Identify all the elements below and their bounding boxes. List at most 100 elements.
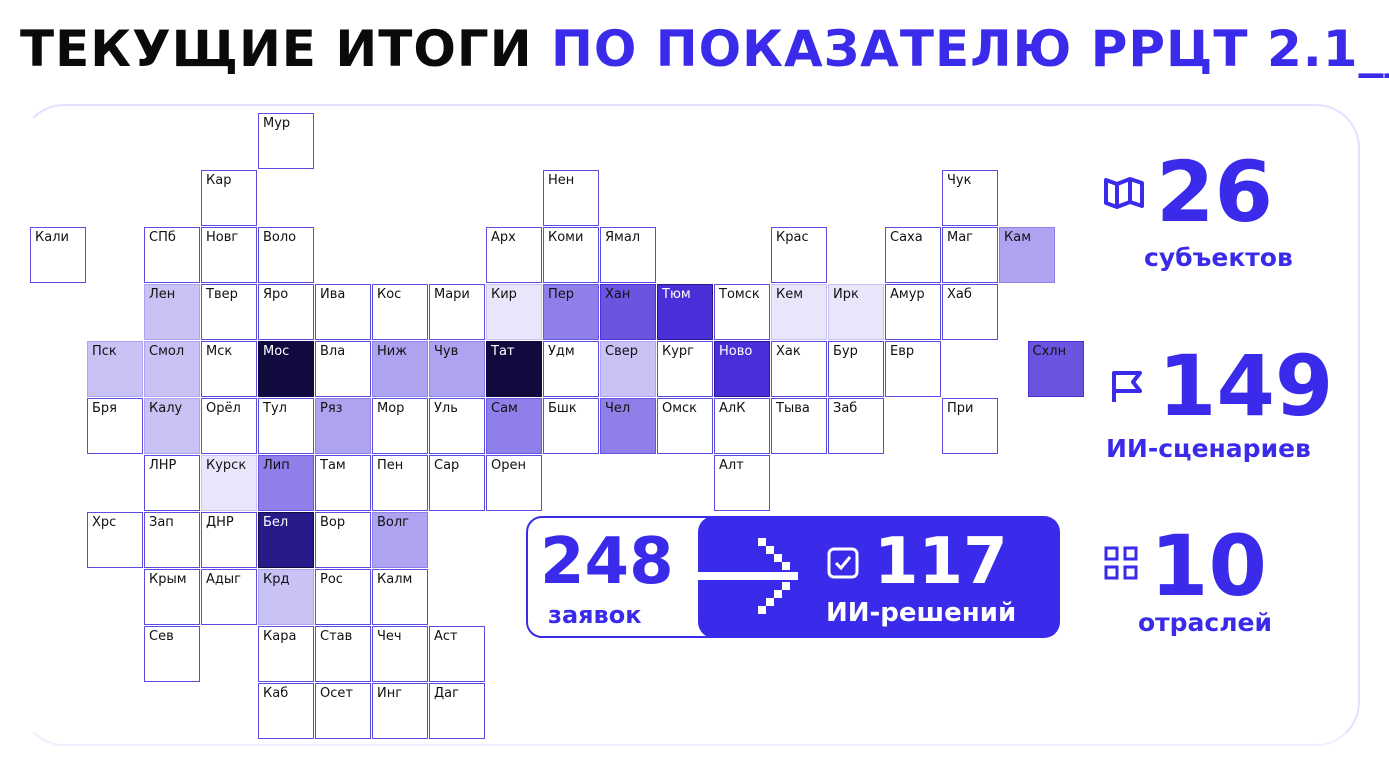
- region-label: Осет: [320, 686, 353, 701]
- industries-value: 10: [1150, 517, 1267, 615]
- region-tile: Рос: [315, 569, 371, 625]
- region-label: Коми: [548, 230, 584, 245]
- region-tile: Тыва: [771, 398, 827, 454]
- region-tile: Орёл: [201, 398, 257, 454]
- region-label: Пен: [377, 458, 404, 473]
- region-label: Ямал: [605, 230, 641, 245]
- flag-icon: [1112, 371, 1142, 402]
- region-tile: Уль: [429, 398, 485, 454]
- region-label: Мари: [434, 287, 470, 302]
- region-label: Заб: [833, 401, 858, 416]
- region-label: Инг: [377, 686, 403, 701]
- region-tile: Крас: [771, 227, 827, 283]
- region-tile: Бшк: [543, 398, 599, 454]
- region-label: Крд: [263, 572, 290, 587]
- region-tile: Хак: [771, 341, 827, 397]
- region-label: Пск: [92, 344, 117, 359]
- region-tile: Хаб: [942, 284, 998, 340]
- region-tile: Смол: [144, 341, 200, 397]
- region-label: Вла: [320, 344, 346, 359]
- region-tile: Кем: [771, 284, 827, 340]
- region-label: Уль: [434, 401, 458, 416]
- region-tile: Сев: [144, 626, 200, 682]
- region-tile: Пск: [87, 341, 143, 397]
- region-tile: Бур: [828, 341, 884, 397]
- region-label: Пер: [548, 287, 575, 302]
- region-label: Бел: [263, 515, 289, 530]
- region-label: Алт: [719, 458, 744, 473]
- region-tile: Курск: [201, 455, 257, 511]
- region-label: Тат: [491, 344, 515, 359]
- region-label: АлК: [719, 401, 746, 416]
- region-tile: Хан: [600, 284, 656, 340]
- region-label: Чел: [605, 401, 631, 416]
- region-tile: Схлн: [1027, 341, 1084, 397]
- region-label: Твер: [206, 287, 238, 302]
- region-label: Бшк: [548, 401, 577, 416]
- region-tile: Тат: [486, 341, 542, 397]
- region-tile: Амур: [885, 284, 941, 340]
- region-label: Ниж: [377, 344, 407, 359]
- region-label: СПб: [149, 230, 176, 245]
- region-tile: Ирк: [828, 284, 884, 340]
- region-label: Кург: [662, 344, 695, 359]
- region-label: Став: [320, 629, 353, 644]
- region-label: Хак: [776, 344, 801, 359]
- region-label: Мос: [263, 344, 290, 359]
- title-part-1: ТЕКУЩИЕ ИТОГИ: [20, 20, 533, 78]
- region-tile: Крым: [144, 569, 200, 625]
- region-tile: Евр: [885, 341, 941, 397]
- region-label: Кар: [206, 173, 232, 188]
- region-label: Смол: [149, 344, 185, 359]
- region-label: При: [947, 401, 974, 416]
- region-label: Каб: [263, 686, 289, 701]
- region-label: Мор: [377, 401, 405, 416]
- region-label: Хаб: [947, 287, 972, 302]
- region-tile: Пер: [543, 284, 599, 340]
- region-tile: Новг: [201, 227, 257, 283]
- region-tile: Мос: [258, 341, 314, 397]
- region-label: Адыг: [206, 572, 241, 587]
- region-tile: Арх: [486, 227, 542, 283]
- region-label: Мск: [206, 344, 233, 359]
- region-tile: Тул: [258, 398, 314, 454]
- region-tile: Крд: [258, 569, 314, 625]
- region-label: Аст: [434, 629, 458, 644]
- applications-box: [526, 516, 726, 638]
- region-tile: Вла: [315, 341, 371, 397]
- region-tile: Сар: [429, 455, 485, 511]
- region-tile: Лен: [144, 284, 200, 340]
- region-tile: Мск: [201, 341, 257, 397]
- region-label: Кир: [491, 287, 517, 302]
- region-tile: Кара: [258, 626, 314, 682]
- region-label: Удм: [548, 344, 575, 359]
- region-label: Лен: [149, 287, 176, 302]
- region-label: Кали: [35, 230, 69, 245]
- region-tile: Воло: [258, 227, 314, 283]
- region-tile: Кам: [999, 227, 1055, 283]
- region-tile: Даг: [429, 683, 485, 739]
- region-tile: Коми: [543, 227, 599, 283]
- applications-label: заявок: [548, 601, 642, 629]
- region-label: Бур: [833, 344, 858, 359]
- region-tile: Там: [315, 455, 371, 511]
- content-frame: [20, 104, 1360, 746]
- region-tile: Яро: [258, 284, 314, 340]
- region-tile: Бря: [87, 398, 143, 454]
- region-label: Тыва: [776, 401, 810, 416]
- region-label: Маг: [947, 230, 974, 245]
- region-label: Зап: [149, 515, 174, 530]
- region-tile: Чел: [600, 398, 656, 454]
- region-label: Тюм: [662, 287, 691, 302]
- region-tile: Зап: [144, 512, 200, 568]
- region-label: Волг: [377, 515, 410, 530]
- region-label: Хан: [605, 287, 631, 302]
- region-label: Орёл: [206, 401, 241, 416]
- checkbox-icon: [827, 547, 859, 579]
- scenarios-value: 149: [1158, 337, 1334, 435]
- region-tile: СПб: [144, 227, 200, 283]
- region-label: Курск: [206, 458, 247, 473]
- region-tile: Мур: [258, 113, 314, 169]
- region-label: Бря: [92, 401, 117, 416]
- page-title: ТЕКУЩИЕ ИТОГИ ПО ПОКАЗАТЕЛЮ РРЦТ 2.1__: [20, 22, 1389, 77]
